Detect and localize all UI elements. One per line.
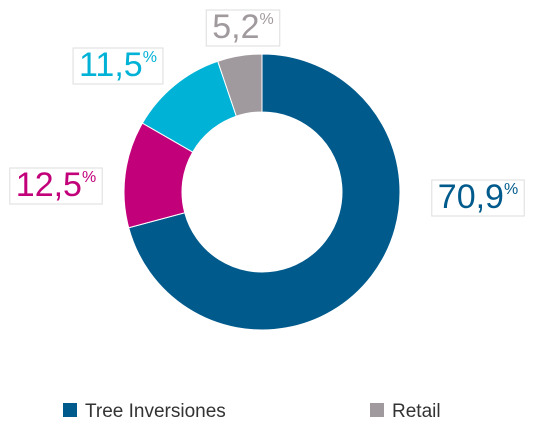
donut-segment [217, 53, 263, 117]
label-box [431, 179, 525, 217]
value-label: 70,9% [438, 178, 518, 216]
label-box [9, 167, 103, 205]
label-box [72, 47, 164, 85]
legend-swatch [370, 403, 384, 417]
legend-swatch [63, 403, 77, 417]
value-label: 5,2% [212, 8, 274, 46]
value-label: 11,5% [79, 46, 157, 84]
legend-label: Retail [392, 401, 441, 422]
legend-label: Tree Inversiones [85, 401, 226, 422]
donut-segment [128, 53, 401, 331]
value-label: 12,5% [16, 166, 96, 204]
label-box [205, 9, 281, 47]
